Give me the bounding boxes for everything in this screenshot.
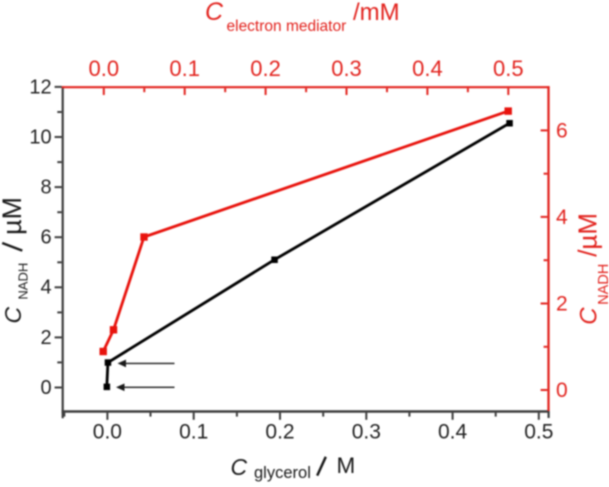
svg-text:glycerol: glycerol — [254, 464, 311, 482]
svg-text:0: 0 — [40, 377, 51, 399]
svg-text:4: 4 — [556, 206, 568, 229]
svg-text:0.1: 0.1 — [169, 56, 200, 81]
svg-text:electron mediator: electron mediator — [227, 18, 347, 35]
svg-text:/µM: /µM — [573, 213, 603, 257]
svg-text:0.5: 0.5 — [493, 56, 524, 81]
svg-text:0.5: 0.5 — [524, 421, 553, 444]
svg-text:C: C — [0, 307, 26, 324]
svg-text:M: M — [337, 453, 356, 478]
svg-text:µM: µM — [0, 197, 27, 235]
svg-text:0.2: 0.2 — [265, 421, 294, 444]
svg-text:NADH: NADH — [15, 263, 30, 300]
svg-text:12: 12 — [29, 76, 51, 98]
svg-text:0.2: 0.2 — [250, 56, 281, 81]
svg-text:NADH: NADH — [596, 264, 609, 305]
svg-text:4: 4 — [40, 277, 51, 299]
svg-text:0.0: 0.0 — [93, 421, 122, 444]
svg-text:C: C — [231, 454, 248, 480]
svg-text:0.4: 0.4 — [412, 56, 443, 81]
svg-text:0.3: 0.3 — [352, 421, 381, 444]
svg-text:0.3: 0.3 — [331, 56, 362, 81]
svg-text:0.4: 0.4 — [438, 421, 468, 444]
svg-text:0.1: 0.1 — [179, 421, 208, 444]
svg-text:0: 0 — [556, 379, 568, 402]
svg-text:C: C — [576, 307, 603, 325]
svg-text:6: 6 — [40, 227, 51, 249]
svg-text:2: 2 — [40, 327, 51, 349]
svg-text:10: 10 — [29, 126, 51, 148]
svg-text:6: 6 — [556, 119, 568, 142]
svg-text:0.0: 0.0 — [89, 56, 120, 81]
svg-text:/mM: /mM — [353, 0, 400, 26]
svg-text:8: 8 — [40, 177, 51, 199]
svg-text:2: 2 — [556, 293, 568, 316]
svg-text:C: C — [205, 0, 224, 26]
